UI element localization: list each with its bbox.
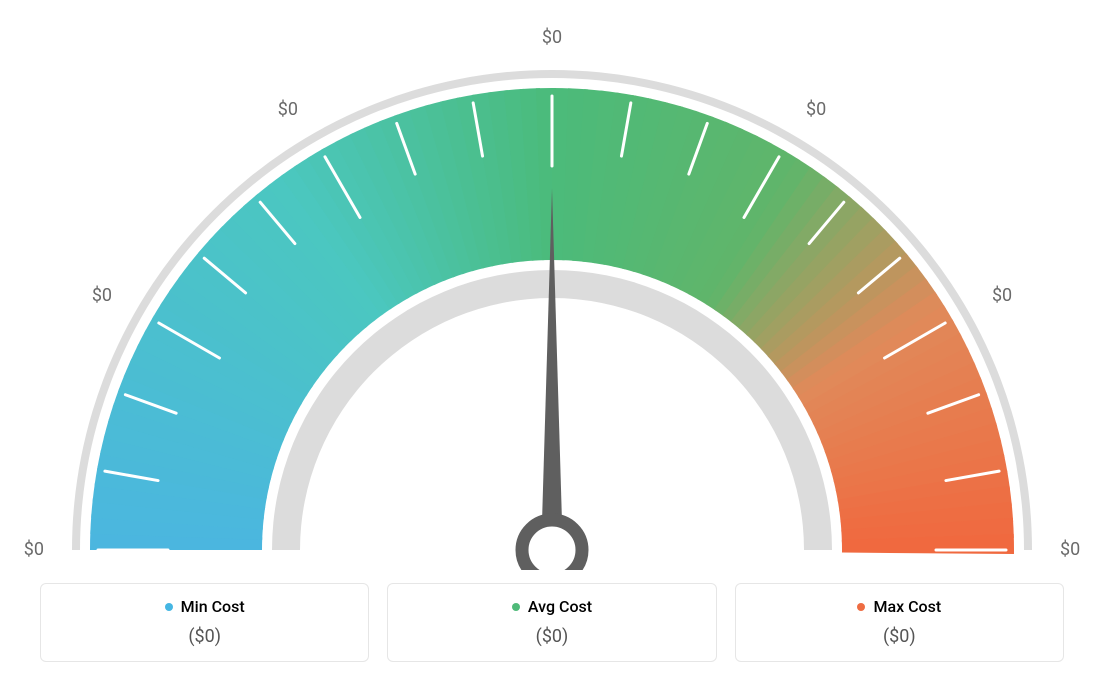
gauge-tick-label: $0 [24, 539, 44, 560]
gauge-tick-label: $0 [542, 27, 562, 48]
legend-card-avg: Avg Cost ($0) [387, 583, 716, 663]
legend-card-max: Max Cost ($0) [735, 583, 1064, 663]
gauge-tick-label: $0 [278, 99, 298, 120]
legend-card-min: Min Cost ($0) [40, 583, 369, 663]
legend-label-max: Max Cost [873, 597, 941, 616]
legend-dot-max [857, 603, 865, 611]
legend-label-avg: Avg Cost [528, 597, 592, 616]
gauge-container: $0 $0 $0 $0 $0 $0 $0 [22, 10, 1082, 570]
cost-gauge: $0 $0 $0 $0 $0 $0 $0 [22, 10, 1082, 570]
legend-label-min: Min Cost [181, 597, 245, 616]
gauge-tick-label: $0 [992, 285, 1012, 306]
legend-value-min: ($0) [51, 626, 358, 647]
gauge-tick-label: $0 [806, 99, 826, 120]
legend-value-avg: ($0) [398, 626, 705, 647]
legend-dot-avg [512, 603, 520, 611]
legend-dot-min [165, 603, 173, 611]
gauge-tick-label: $0 [92, 285, 112, 306]
gauge-hub [522, 520, 582, 570]
legend-value-max: ($0) [746, 626, 1053, 647]
gauge-tick-label: $0 [1060, 539, 1080, 560]
legend-row: Min Cost ($0) Avg Cost ($0) Max Cost ($0… [40, 583, 1064, 663]
